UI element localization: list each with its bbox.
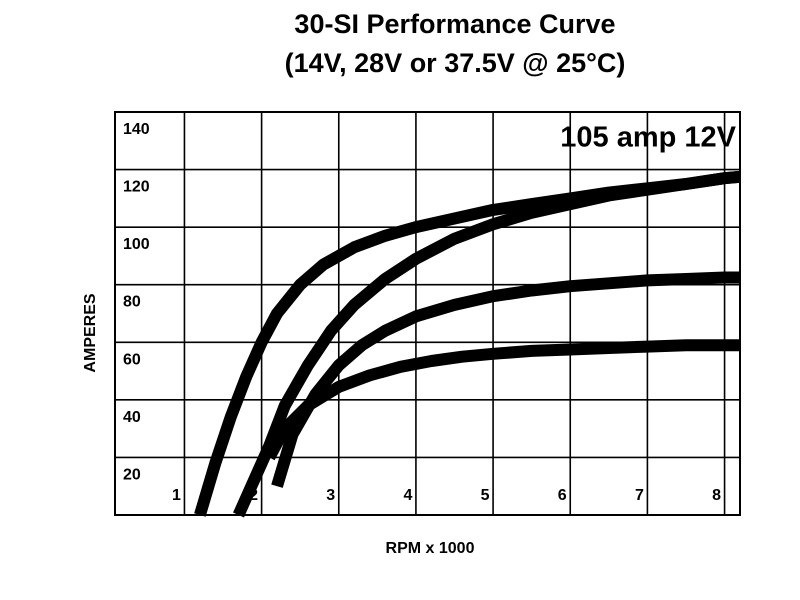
x-tick-label: 5 — [481, 487, 490, 504]
x-tick-label: 1 — [172, 487, 181, 504]
chart-title: 30-SI Performance Curve — [294, 9, 615, 39]
y-tick-label: 80 — [123, 294, 141, 311]
x-tick-label: 3 — [326, 487, 335, 504]
x-tick-label: 6 — [558, 487, 567, 504]
series-labels: 105 amp 12V100 amp 24V75 amp 24V60 amp 3… — [560, 122, 736, 154]
tick-labels: 1 2 3 4 5 6 7 8 20 40 60 80 100 120 140 — [123, 121, 721, 504]
plot-frame — [114, 111, 741, 516]
series-line-3 — [271, 271, 740, 488]
series-label-1: 105 amp 12V — [560, 122, 736, 154]
x-tick-label: 2 — [249, 487, 258, 504]
y-tick-label: 140 — [123, 121, 150, 138]
y-tick-label: 40 — [123, 409, 141, 426]
chart-curves — [194, 170, 741, 518]
series-line-4 — [264, 339, 740, 461]
y-tick-label: 60 — [123, 351, 141, 368]
y-axis-label: AMPERES — [82, 293, 99, 372]
y-tick-label: 100 — [123, 236, 150, 253]
x-tick-label: 7 — [635, 487, 644, 504]
chart-subtitle: (14V, 28V or 37.5V @ 25°C) — [285, 48, 626, 78]
y-tick-label: 20 — [123, 466, 141, 483]
x-axis-label: RPM x 1000 — [386, 540, 475, 557]
x-tick-label: 4 — [403, 487, 412, 504]
x-tick-label: 8 — [712, 487, 721, 504]
y-tick-label: 120 — [123, 179, 150, 196]
series-line-2 — [233, 170, 741, 518]
